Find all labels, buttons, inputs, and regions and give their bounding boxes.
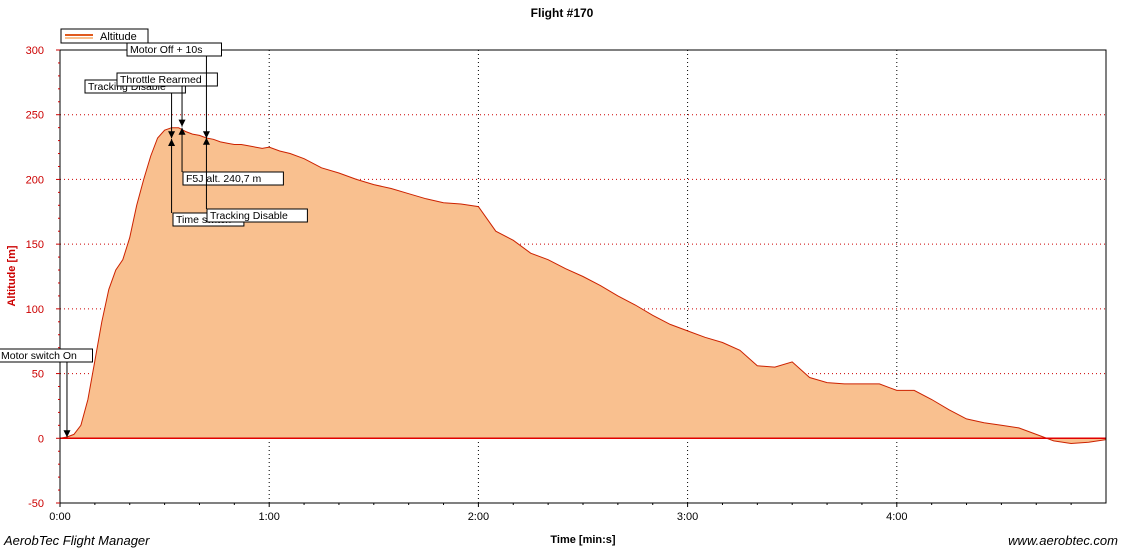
x-tick-label: 1:00 [258,511,279,523]
annotation-box [0,348,93,363]
annotation-arrowhead [202,137,210,145]
x-tick-label: 3:00 [677,511,698,523]
y-tick-label: 0 [38,433,44,445]
legend: Altitude [60,28,149,44]
y-tick-label: 300 [26,45,44,57]
annotation-box [206,208,308,223]
series-layer [59,127,1107,445]
y-tick-label: 150 [26,239,44,251]
x-tick-label: 0:00 [49,511,70,523]
website-footer: www.aerobtec.com [1008,533,1118,548]
annotation: Motor Off + 10s [126,42,222,139]
annotation-arrowhead [63,430,71,438]
annotation-label: Motor switch On [1,350,77,362]
annotation-label: Motor Off + 10s [130,44,202,56]
y-tick-label: 100 [26,304,44,316]
y-tick-label: -50 [28,498,44,510]
annotation-arrowhead [168,131,176,139]
annotation-arrowhead [178,119,186,127]
annotation-box [182,171,284,186]
altitude-line [59,127,1107,445]
annotation-arrowhead [202,131,210,139]
annotation-arrowhead [168,139,176,147]
annotation-label: Throttle Rearmed [120,74,202,86]
annotation-arrowhead [178,127,186,135]
x-tick-label: 2:00 [468,511,489,523]
annotation: Throttle Rearmed [116,72,218,127]
annotation-label: F5J alt. 240,7 m [186,173,262,185]
annotation-label: Tracking Disable [210,210,288,222]
y-tick-label: 250 [26,110,44,122]
y-tick-label: 200 [26,174,44,186]
annotation: Tracking Disable [202,137,308,223]
app-name-footer: AerobTec Flight Manager [4,533,150,548]
y-tick-label: 50 [32,369,44,381]
annotations: Motor switch On Tracking Disable Throttle … [0,42,308,438]
annotation: F5J alt. 240,7 m [178,127,284,186]
x-axis-label: Time [min:s] [550,534,616,546]
annotation: Motor switch On [0,348,93,438]
legend-box [60,28,149,44]
axis-ticks: 0:00 1:00 2:00 3:00 4:00 -50 0 50 100 150 200 250 30… [26,45,1072,523]
x-tick-label: 4:00 [886,511,907,523]
annotation-box [116,72,218,87]
legend-label: Altitude [100,31,137,43]
y-axis-label: Altitude [m] [6,245,18,306]
chart-title: Flight #170 [531,6,594,20]
altitude-area [60,127,1106,444]
annotation-box [126,42,222,57]
